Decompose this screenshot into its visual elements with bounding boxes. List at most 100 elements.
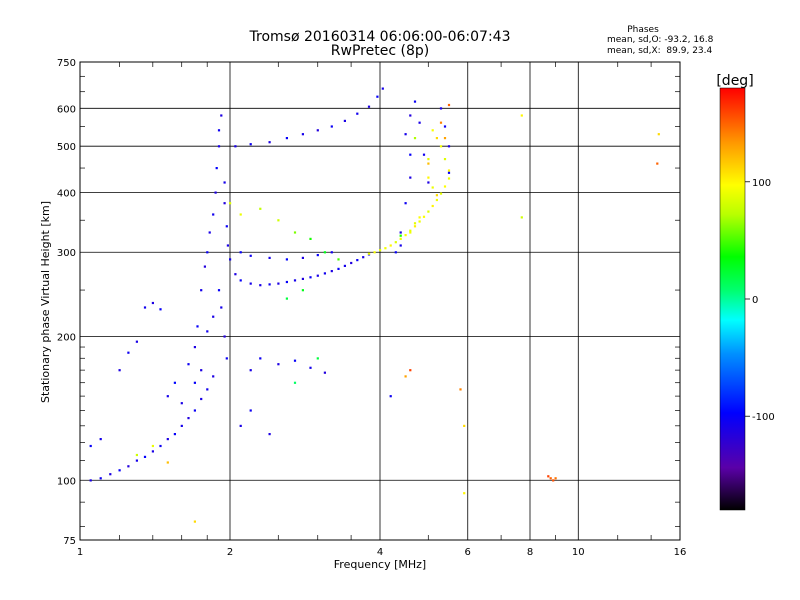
- data-point: [249, 409, 252, 412]
- y-tick-label: 75: [63, 536, 76, 547]
- data-point: [350, 261, 353, 265]
- data-point: [196, 325, 199, 328]
- data-point: [234, 273, 237, 276]
- data-point: [239, 279, 242, 282]
- data-point: [323, 272, 326, 275]
- y-tick-label: 300: [57, 248, 76, 259]
- data-point: [549, 477, 552, 480]
- data-point: [301, 256, 304, 259]
- data-point: [309, 276, 312, 279]
- y-tick-label: 100: [57, 476, 76, 487]
- data-point: [293, 359, 297, 362]
- data-point: [285, 258, 288, 261]
- data-point: [143, 455, 147, 458]
- x-tick-label: 16: [674, 547, 687, 558]
- x-axis-label: Frequency [MHz]: [334, 558, 426, 571]
- data-point: [413, 225, 417, 228]
- data-point: [443, 137, 447, 140]
- data-point: [427, 158, 430, 161]
- data-point: [413, 100, 417, 103]
- data-point: [118, 369, 121, 372]
- data-point: [173, 433, 176, 436]
- data-point: [277, 282, 280, 285]
- y-tick-label: 500: [57, 142, 76, 153]
- data-point: [389, 244, 392, 247]
- data-point: [554, 477, 557, 480]
- data-point: [431, 204, 434, 208]
- data-point: [409, 231, 412, 234]
- y-tick-label: 750: [57, 58, 76, 69]
- data-point: [285, 297, 288, 300]
- data-point: [151, 450, 154, 453]
- data-point: [409, 229, 412, 232]
- data-point: [443, 158, 447, 161]
- data-point: [316, 254, 319, 257]
- data-point: [379, 249, 382, 252]
- data-point: [447, 169, 451, 172]
- data-point: [447, 145, 451, 148]
- data-point: [180, 402, 183, 405]
- y-tick-labels: 75 100 200 300 400 500 600 750: [57, 58, 76, 547]
- data-point: [99, 438, 102, 441]
- data-point: [301, 133, 304, 136]
- data-point: [239, 424, 242, 427]
- data-point: [293, 279, 297, 282]
- data-point: [259, 357, 262, 360]
- data-point: [409, 153, 412, 156]
- data-point: [435, 137, 438, 140]
- data-point: [89, 444, 92, 448]
- data-point: [293, 381, 297, 384]
- data-point: [301, 289, 304, 292]
- minor-ticks: [80, 62, 680, 540]
- data-point: [180, 424, 183, 427]
- data-point: [399, 234, 402, 237]
- data-point: [118, 469, 121, 472]
- data-point: [229, 202, 232, 205]
- data-point: [404, 375, 407, 378]
- data-point: [293, 231, 297, 234]
- data-point: [268, 433, 271, 436]
- data-point: [203, 265, 206, 268]
- data-point: [285, 137, 288, 140]
- data-point: [220, 306, 223, 309]
- data-point: [166, 461, 169, 464]
- data-point: [399, 244, 402, 247]
- data-point: [435, 198, 438, 202]
- data-point: [418, 216, 421, 219]
- data-point: [443, 125, 447, 128]
- data-point: [409, 176, 412, 179]
- data-point: [193, 520, 196, 523]
- data-point: [418, 220, 421, 223]
- data-point: [215, 167, 218, 170]
- colorbar-label: [deg]: [716, 73, 753, 89]
- data-point: [309, 237, 312, 240]
- data-point: [223, 335, 226, 338]
- data-point: [206, 388, 209, 391]
- data-point: [200, 369, 203, 372]
- y-axis-label: Stationary phase Virtual Height [km]: [39, 201, 52, 403]
- colorbar: [deg] 100 0 -100: [716, 73, 775, 511]
- data-point: [249, 282, 252, 285]
- data-point: [384, 247, 387, 250]
- data-point: [337, 258, 340, 261]
- data-point: [413, 137, 417, 140]
- data-point: [249, 254, 252, 257]
- data-point: [520, 114, 523, 117]
- data-point: [362, 256, 365, 259]
- data-point: [166, 438, 169, 441]
- data-point: [193, 409, 196, 412]
- data-point: [143, 306, 147, 309]
- data-point: [173, 381, 176, 384]
- data-point: [268, 283, 271, 286]
- data-points: [89, 87, 660, 523]
- grid-lines: [80, 62, 680, 540]
- data-point: [376, 95, 379, 98]
- data-point: [217, 289, 221, 292]
- data-point: [217, 129, 221, 132]
- data-point: [409, 114, 412, 117]
- data-point: [249, 143, 252, 146]
- data-point: [418, 121, 421, 124]
- data-point: [367, 252, 371, 255]
- data-point: [159, 444, 162, 448]
